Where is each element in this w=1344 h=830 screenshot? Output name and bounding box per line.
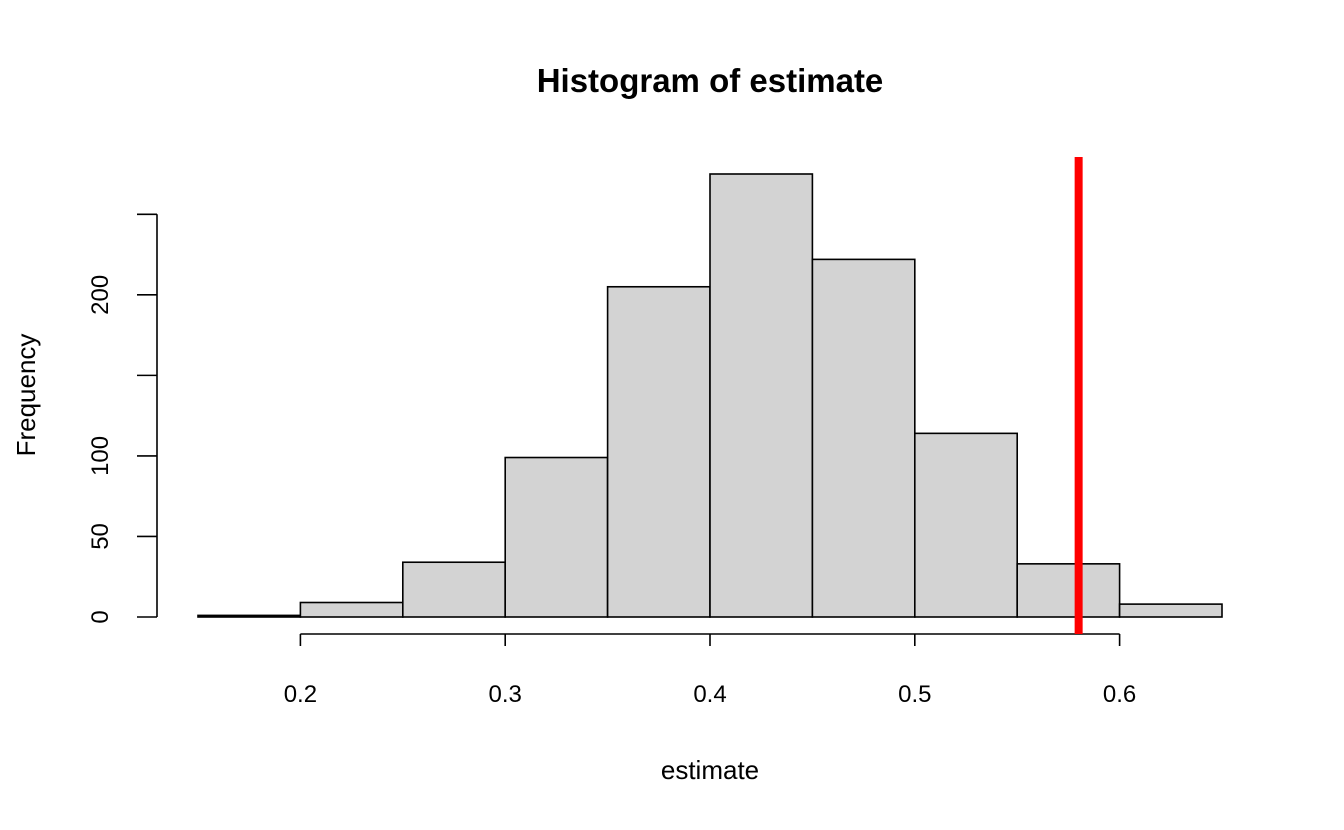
y-tick-label: 50 bbox=[87, 523, 114, 550]
histogram-bar bbox=[299, 601, 404, 618]
histogram-bar bbox=[1016, 563, 1121, 618]
x-tick-label: 0.3 bbox=[489, 681, 522, 708]
histogram-bar bbox=[504, 456, 609, 618]
chart-title: Histogram of estimate bbox=[537, 62, 884, 99]
y-axis-label: Frequency bbox=[11, 334, 41, 457]
histogram-bar bbox=[811, 258, 916, 618]
bars bbox=[197, 173, 1223, 618]
x-tick-label: 0.2 bbox=[284, 681, 317, 708]
histogram-bar bbox=[709, 173, 814, 618]
y-axis: 0 50 100 200 bbox=[87, 213, 158, 624]
y-tick-label: 100 bbox=[87, 436, 114, 476]
y-tick-label: 0 bbox=[87, 610, 114, 623]
histogram-bar bbox=[606, 285, 711, 618]
x-tick-label: 0.4 bbox=[693, 681, 726, 708]
x-axis-label: estimate bbox=[661, 755, 759, 785]
x-axis: 0.2 0.3 0.4 0.5 0.6 bbox=[284, 633, 1136, 708]
x-tick-label: 0.5 bbox=[898, 681, 931, 708]
histogram-bar bbox=[913, 432, 1018, 618]
histogram-bar bbox=[197, 614, 302, 618]
histogram-bar bbox=[401, 561, 506, 618]
x-tick-label: 0.6 bbox=[1103, 681, 1136, 708]
histogram-bar bbox=[1118, 603, 1223, 618]
y-tick-label: 200 bbox=[87, 275, 114, 315]
